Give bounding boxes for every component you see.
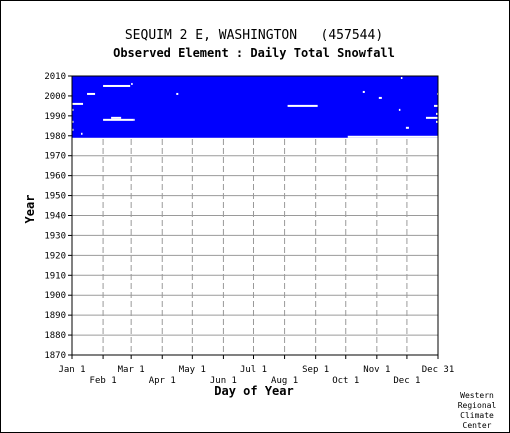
missing-data-segment [435,120,438,123]
credit-line: Regional [458,401,497,410]
y-tick-label: 1960 [44,172,66,182]
missing-data-segment [435,112,438,115]
missing-data-segment [133,118,135,121]
x-tick-label: May 1 [179,365,206,375]
credit-line: Western [460,391,494,400]
y-tick-label: 1910 [44,271,66,281]
x-tick-label: Apr 1 [149,376,176,386]
missing-data-segment [176,92,179,95]
y-tick-label: 1900 [44,291,66,301]
missing-data-layer [72,76,439,138]
missing-data-segment [72,108,74,111]
x-tick-label: Sep 1 [302,365,329,375]
missing-data-segment [398,108,401,111]
credit-line: Center [463,421,492,430]
y-tick-label: 1870 [44,351,66,361]
chart-subtitle: Observed Element : Daily Total Snowfall [113,46,395,60]
x-tick-label: Nov 1 [363,365,390,375]
x-tick-label: Aug 1 [271,376,298,386]
missing-data-segment [72,102,84,105]
missing-data-segment [362,90,365,93]
x-tick-label: Dec 31 [422,365,455,375]
missing-data-segment [287,104,318,107]
x-tick-label: Dec 1 [393,376,420,386]
y-axis-title: Year [23,195,37,224]
missing-data-segment [81,132,83,135]
y-tick-label: 1920 [44,251,66,261]
y-tick-label: 1930 [44,231,66,241]
y-tick-label: 1970 [44,152,66,162]
missing-data-segment [72,128,74,131]
missing-data-segment [405,126,409,129]
x-tick-label: Mar 1 [118,365,145,375]
missing-data-segment [111,116,122,119]
y-tick-label: 2010 [44,72,66,82]
x-tick-label: Jan 1 [58,365,85,375]
y-axis-ticks: 1870 1880 1890 1900 1910 1920 1930 1940 1950 1960… [44,72,72,361]
x-axis-title: Day of Year [214,384,293,398]
y-tick-label: 1980 [44,132,66,142]
x-tick-label: Oct 1 [332,376,359,386]
x-axis-ticks: Jan 1 Mar 1 May 1 Jul 1 Sep 1 Nov 1 Dec 31 Feb … [58,355,454,386]
y-tick-label: 1890 [44,311,66,321]
missing-data-segment [87,92,96,95]
missing-data-segment [378,96,382,99]
missing-data-segment [347,135,438,138]
y-tick-label: 1990 [44,112,66,122]
x-tick-label: Jul 1 [240,365,267,375]
missing-data-segment [400,76,403,79]
missing-data-segment [433,104,438,107]
missing-data-segment [103,118,134,121]
y-tick-label: 1950 [44,192,66,202]
x-tick-label: Jun 1 [210,376,237,386]
credit-block: Western Regional Climate Center [458,391,497,430]
credit-line: Climate [460,411,494,420]
y-tick-label: 2000 [44,92,66,102]
y-tick-label: 1880 [44,331,66,341]
x-tick-label: Feb 1 [90,376,117,386]
missing-data-segment [425,116,438,119]
y-tick-label: 1940 [44,212,66,222]
missing-data-segment [72,120,74,123]
data-layer [72,76,438,138]
chart-title: SEQUIM 2 E, WASHINGTON (457544) [125,28,383,43]
data-coverage-block [72,76,438,138]
missing-data-segment [131,82,133,85]
missing-data-segment [103,84,131,87]
